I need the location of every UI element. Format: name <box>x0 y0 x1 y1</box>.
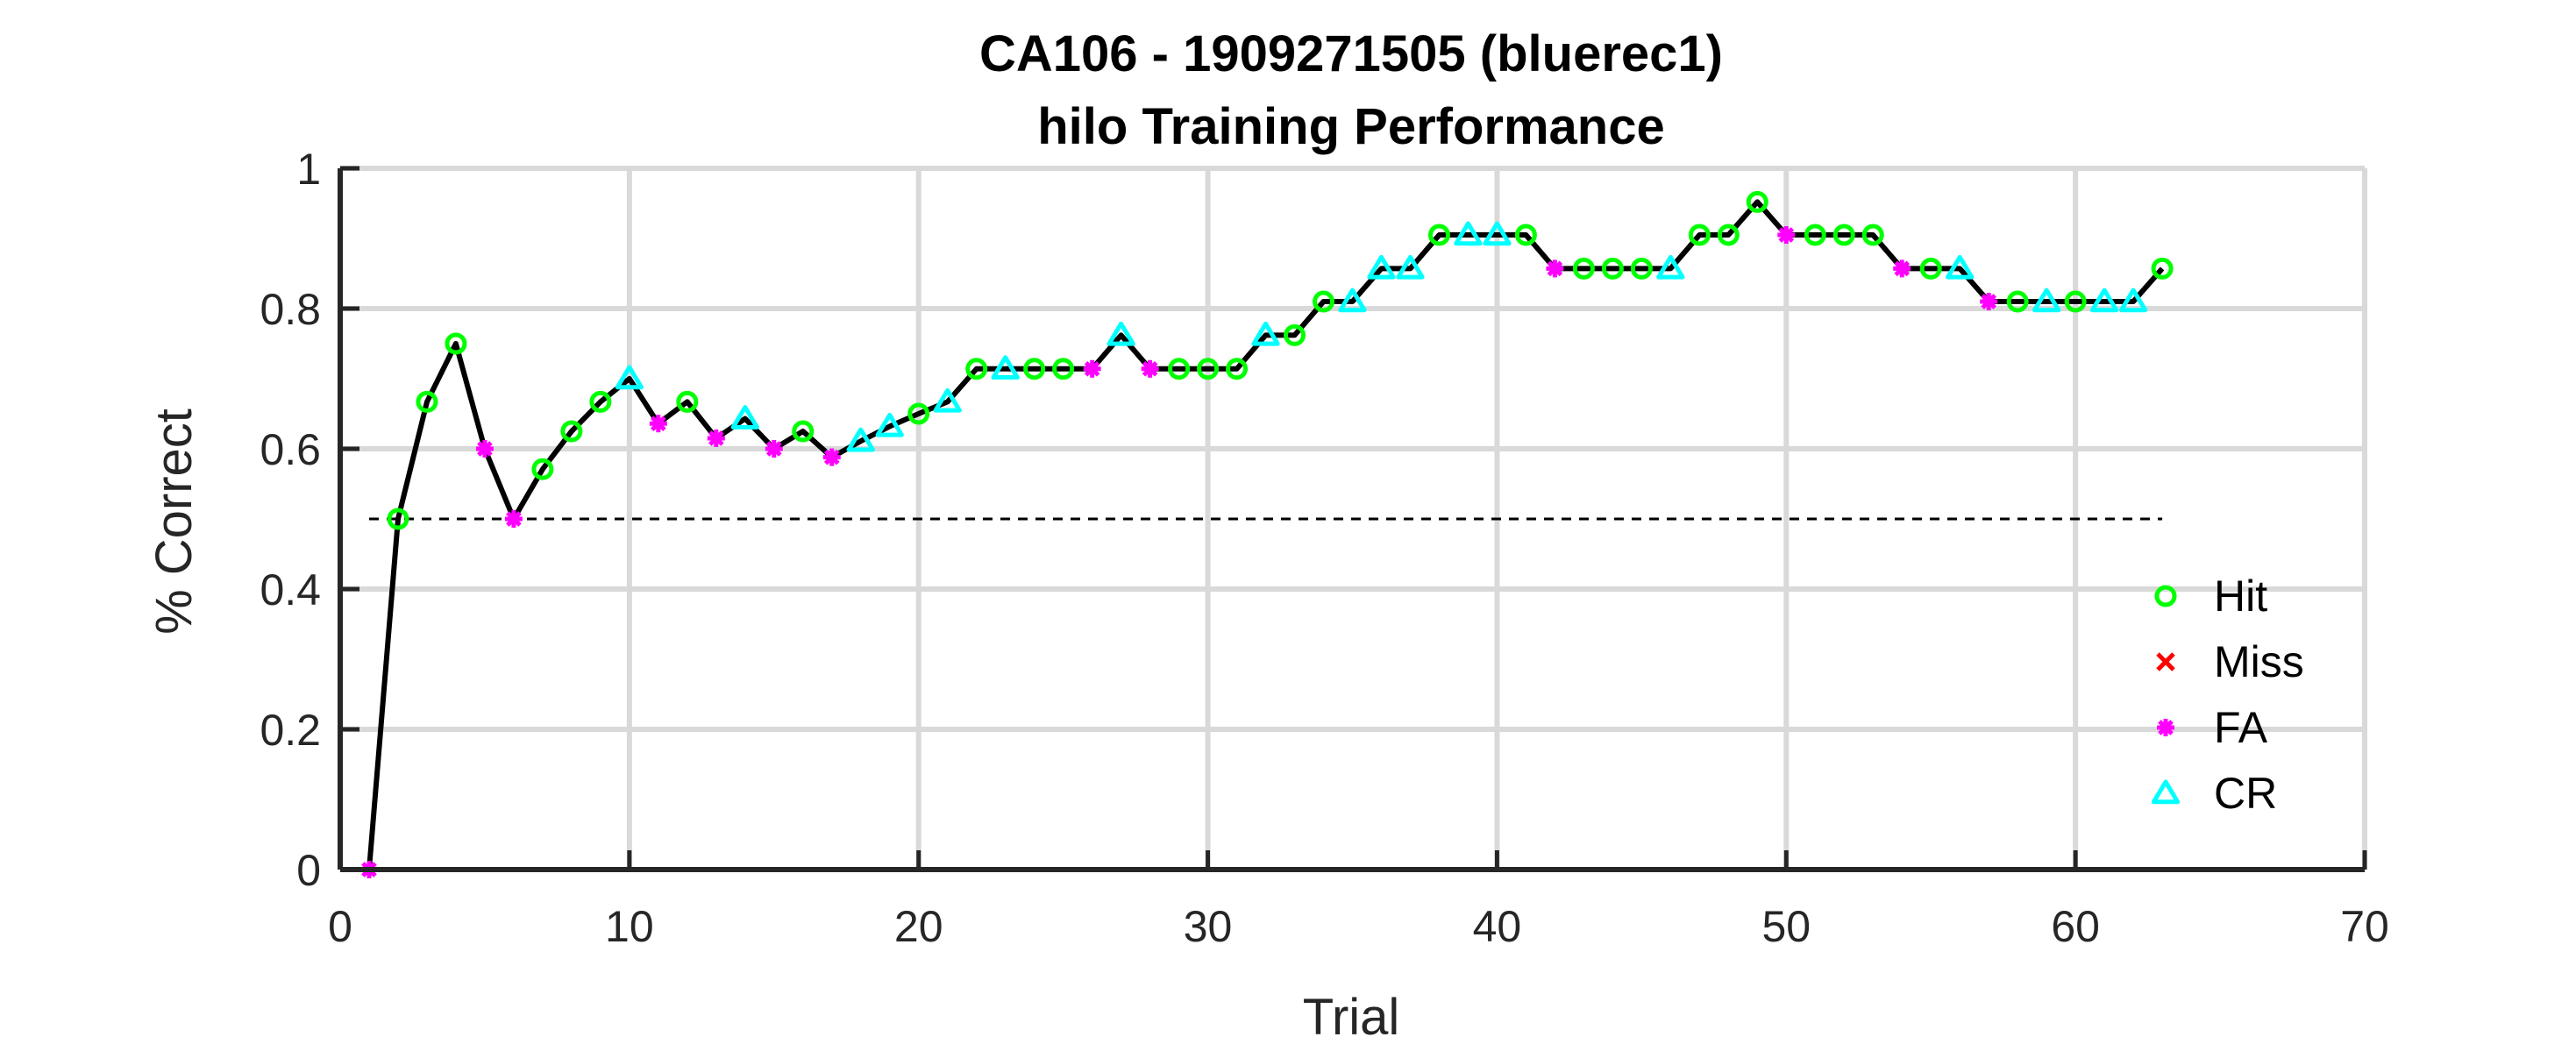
data-point-hit <box>416 390 438 413</box>
data-point-hit <box>589 390 612 413</box>
x-tick-label: 70 <box>2340 902 2389 951</box>
data-point-cr <box>1454 221 1483 246</box>
data-point-cr <box>1107 321 1135 346</box>
data-point-cr <box>933 387 962 413</box>
data-point-hit <box>1427 224 1450 246</box>
data-point-hit <box>1861 224 1884 246</box>
data-point-hit <box>1832 224 1855 246</box>
y-tick-label: 0.2 <box>260 706 321 755</box>
data-point-hit <box>2006 290 2029 313</box>
x-tick-label: 50 <box>1761 902 1811 951</box>
y-tick-label: 0 <box>296 846 321 895</box>
data-point-hit <box>1572 257 1595 280</box>
y-tick-label: 0.4 <box>260 565 321 614</box>
data-point-hit <box>907 402 930 425</box>
data-point-hit <box>2064 290 2087 313</box>
legend-label-hit: Hit <box>2214 572 2267 621</box>
x-tick-label: 40 <box>1473 902 1522 951</box>
data-point-fa <box>475 440 494 458</box>
data-point-cr <box>1367 254 1396 280</box>
data-point-fa <box>649 415 667 433</box>
data-point-hit <box>1514 224 1537 246</box>
data-point-hit <box>531 458 554 480</box>
data-point-cr <box>1656 254 1685 280</box>
data-point-cr <box>1483 221 1512 246</box>
data-point-hit <box>1226 358 1249 380</box>
legend-label-miss: Miss <box>2214 637 2304 686</box>
data-point-cr <box>1338 288 1367 313</box>
axes <box>338 166 2367 872</box>
data-point-hit <box>1168 358 1191 380</box>
data-point-fa <box>1141 359 1159 378</box>
x-tick-label: 0 <box>328 902 352 951</box>
x-tick-label: 10 <box>605 902 654 951</box>
y-tick-label: 1 <box>296 145 321 194</box>
data-point-fa <box>1546 259 1564 278</box>
data-point-cr <box>1251 321 1280 346</box>
data-point-cr <box>2032 288 2061 313</box>
data-point-fa <box>765 440 783 458</box>
legend: Hit Miss FA CR <box>2151 572 2304 818</box>
data-point-cr <box>2118 288 2148 313</box>
legend-marker-cr <box>2151 779 2181 805</box>
data-point-fa <box>1980 293 1998 310</box>
data-point-fa <box>1893 259 1911 278</box>
performance-line <box>366 199 2165 870</box>
data-point-cr <box>1396 254 1425 280</box>
data-point-cr <box>2089 288 2119 313</box>
data-point-cr <box>991 355 1020 380</box>
data-point-hit <box>1197 358 1220 380</box>
x-tick-label: 20 <box>894 902 943 951</box>
data-point-hit <box>1717 224 1740 246</box>
data-point-hit <box>965 358 988 380</box>
data-point-hit <box>1630 257 1653 280</box>
x-tick-label: 30 <box>1184 902 1233 951</box>
y-axis-label: % Correct <box>146 408 203 635</box>
legend-label-cr: CR <box>2214 769 2277 818</box>
x-axis-label: Trial <box>1303 989 1400 1044</box>
y-tick-label: 0.8 <box>260 285 321 334</box>
x-tick-label: 60 <box>2051 902 2100 951</box>
data-point-hit <box>1746 190 1768 213</box>
data-point-cr <box>875 412 904 437</box>
data-point-hit <box>1804 224 1826 246</box>
data-point-cr <box>730 405 759 430</box>
data-point-hit <box>676 390 699 413</box>
data-point-cr <box>1946 254 1975 280</box>
y-tick-label: 0.6 <box>260 425 321 474</box>
data-point-hit <box>445 332 467 355</box>
chart-subtitle: hilo Training Performance <box>1037 98 1664 155</box>
legend-marker-fa <box>2157 719 2174 736</box>
data-point-hit <box>1284 323 1306 346</box>
legend-marker-miss <box>2156 652 2175 671</box>
data-point-hit <box>1023 358 1046 380</box>
data-point-hit <box>1313 290 1335 313</box>
data-point-fa <box>707 430 725 447</box>
data-point-hit <box>560 420 583 443</box>
data-point-hit <box>387 508 409 530</box>
tick-labels: 0 10 20 30 40 50 60 70 0 0.2 0.4 0.6 0.8 1 <box>260 145 2388 951</box>
data-point-hit <box>1052 358 1075 380</box>
data-point-fa <box>1777 226 1796 244</box>
data-point-cr <box>846 427 875 452</box>
data-point-cr <box>615 365 644 390</box>
legend-marker-hit <box>2154 585 2177 607</box>
data-point-fa <box>1083 359 1101 378</box>
series-line-group <box>366 199 2165 870</box>
data-point-hit <box>1919 257 1942 280</box>
legend-label-fa: FA <box>2214 703 2268 752</box>
data-point-fa <box>822 448 841 466</box>
data-point-fa <box>504 510 523 528</box>
data-point-hit <box>1688 224 1711 246</box>
data-point-hit <box>2151 257 2174 280</box>
data-point-hit <box>1601 257 1624 280</box>
chart-title: CA106 - 1909271505 (bluerec1) <box>979 25 1723 82</box>
data-point-hit <box>792 420 815 443</box>
data-markers <box>359 190 2174 878</box>
